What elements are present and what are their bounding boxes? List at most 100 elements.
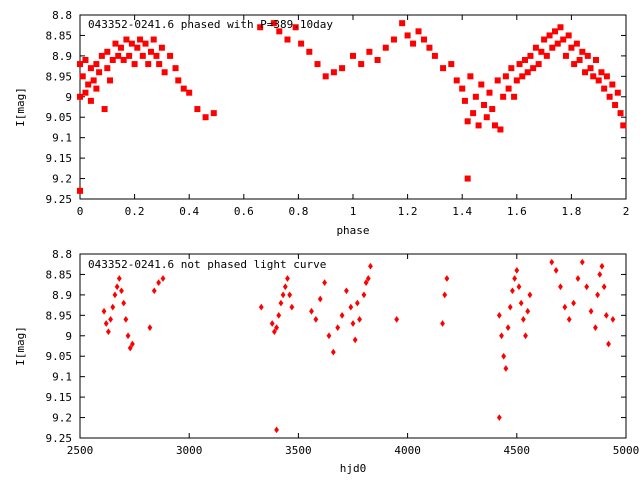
phased-light-curve-panel: 0 0.2 0.4 0.6 0.8 1 1.2 1.4 1.6 1.8 2 8.8 8.85 8.9 8.9… [14, 9, 629, 237]
data-point [592, 56, 599, 63]
data-point [137, 36, 144, 43]
data-point [117, 44, 124, 51]
data-point [444, 275, 450, 282]
data-point [322, 73, 329, 80]
data-point [497, 126, 504, 133]
data-point [350, 320, 356, 327]
data-point [521, 56, 528, 63]
data-point [390, 36, 397, 43]
data-point [361, 291, 367, 299]
data-point [269, 320, 275, 327]
data-point [104, 65, 111, 72]
data-point [558, 283, 563, 291]
data-point [257, 24, 264, 31]
data-point [513, 77, 520, 84]
x-axis-label: phase [336, 224, 369, 237]
data-point [560, 36, 567, 43]
data-point [481, 101, 488, 108]
x-tick-label: 4000 [394, 444, 421, 457]
data-point [108, 316, 113, 323]
y-tick-label: 9.15 [46, 391, 73, 404]
data-point [130, 340, 135, 348]
data-point [595, 77, 602, 84]
data-point [520, 316, 526, 323]
data-point [358, 61, 365, 68]
data-point [368, 262, 373, 270]
data-point [112, 291, 118, 299]
y-tick-label: 8.85 [46, 29, 73, 42]
data-point [510, 287, 515, 295]
data-point [134, 44, 141, 51]
data-point [280, 291, 286, 299]
data-point [287, 291, 293, 299]
data-point [599, 262, 605, 270]
data-point [535, 61, 542, 68]
data-point [309, 307, 314, 315]
data-point [606, 93, 613, 100]
data-point [562, 52, 569, 59]
data-point [587, 65, 594, 72]
data-point [514, 266, 520, 274]
data-point [620, 122, 627, 129]
data-point [96, 69, 103, 76]
data-point [549, 44, 556, 51]
data-point [120, 56, 127, 63]
x-axis-label: hjd0 [340, 462, 367, 475]
data-point [82, 56, 89, 63]
data-point [431, 52, 438, 59]
data-point [276, 28, 283, 35]
data-point [500, 93, 507, 100]
data-point [161, 69, 168, 76]
y-tick-label: 9.1 [52, 371, 72, 384]
y-tick-label: 9 [65, 91, 72, 104]
y-tick-label: 9.05 [46, 111, 73, 124]
data-point [330, 69, 337, 76]
data-point [85, 81, 92, 88]
data-point [131, 61, 138, 68]
x-tick-label: 0 [77, 205, 84, 218]
data-point [276, 311, 282, 319]
y-tick-label: 8.8 [52, 9, 72, 22]
data-point [365, 275, 371, 282]
x-tick-label: 1 [350, 205, 357, 218]
data-point [524, 69, 531, 76]
data-point [194, 106, 201, 113]
data-point [523, 332, 528, 340]
data-point [502, 73, 509, 80]
data-point [571, 61, 578, 68]
data-point [150, 36, 157, 43]
data-point [588, 307, 594, 315]
data-point [274, 324, 279, 331]
data-point [90, 77, 97, 84]
data-point [363, 279, 369, 286]
data-point [584, 283, 590, 291]
data-point [610, 316, 616, 323]
data-point [298, 40, 305, 47]
data-point [175, 77, 182, 84]
data-point [127, 344, 133, 352]
data-point [394, 316, 400, 323]
data-point [289, 303, 295, 311]
data-point [156, 61, 163, 68]
data-point [442, 291, 448, 299]
data-point [79, 73, 86, 80]
data-point [609, 81, 616, 88]
x-tick-label: 0.4 [179, 205, 199, 218]
data-point [167, 52, 174, 59]
data-point [582, 69, 589, 76]
data-point [593, 324, 598, 331]
data-point [354, 299, 360, 307]
y-tick-label: 8.8 [52, 248, 72, 261]
data-point [87, 97, 94, 104]
data-point [258, 303, 264, 311]
data-point [464, 175, 471, 182]
x-tick-label: 2 [623, 205, 630, 218]
data-point [160, 275, 166, 282]
data-point [339, 311, 345, 319]
data-point [121, 299, 127, 307]
data-point [440, 320, 445, 327]
data-point [553, 266, 559, 274]
data-point [501, 352, 507, 360]
data-point [549, 258, 555, 266]
y-tick-label: 8.95 [46, 70, 73, 83]
